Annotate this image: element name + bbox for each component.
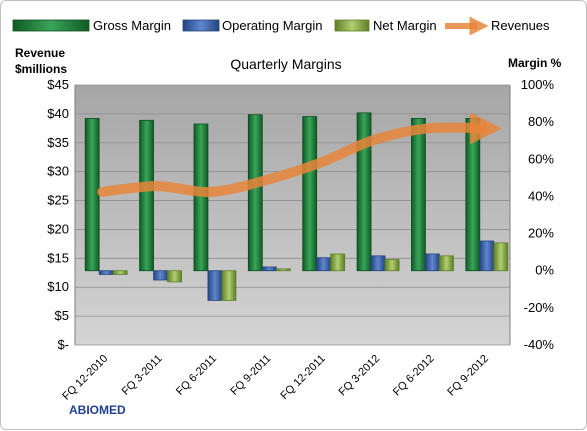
operating-margin-bar (262, 267, 276, 271)
legend-item-revenues: Revenues (445, 18, 550, 33)
legend-label-net-margin: Net Margin (373, 18, 437, 33)
operating-margin-bar (480, 241, 494, 271)
gross-margin-bar (194, 124, 208, 271)
legend-item-operating-margin: Operating Margin (183, 18, 322, 33)
net-margin-bar (331, 254, 345, 271)
legend-swatch-operating-margin (183, 20, 219, 31)
legend-item-net-margin: Net Margin (335, 18, 437, 33)
left-tick-label: $- (57, 337, 69, 352)
chart-title: Quarterly Margins (230, 56, 341, 72)
gross-margin-bar (303, 117, 317, 271)
x-tick-label: FQ 3-2011 (120, 353, 165, 398)
operating-margin-bar (317, 258, 331, 271)
x-tick-label: FQ 12-2011 (278, 353, 327, 402)
right-tick-label: 100% (521, 77, 555, 92)
gross-margin-bar (466, 118, 480, 270)
x-tick-label: FQ 12-2010 (60, 353, 110, 403)
left-axis-ticks: $- $5 $10 $15 $20 $25 $30 $35 $40 $45 (47, 77, 69, 352)
left-tick-label: $25 (47, 193, 69, 208)
right-tick-label: 80% (528, 114, 554, 129)
x-tick-label: FQ 9-2011 (228, 353, 273, 398)
operating-margin-bar (208, 271, 222, 301)
left-tick-label: $40 (47, 106, 69, 121)
legend-swatch-gross-margin (13, 20, 89, 31)
left-axis-title-line2: $millions (15, 62, 67, 76)
left-tick-label: $10 (47, 279, 69, 294)
right-tick-label: 0% (535, 263, 554, 278)
company-label: ABIOMED (69, 403, 126, 417)
right-tick-label: 60% (528, 151, 554, 166)
left-tick-label: $5 (55, 308, 69, 323)
x-tick-label: FQ 6-2011 (174, 353, 219, 398)
right-axis-title: Margin % (508, 56, 562, 70)
right-axis-ticks: -40% -20% 0% 20% 40% 60% 80% 100% (521, 77, 555, 352)
gross-margin-bar (140, 120, 154, 270)
net-margin-bar (276, 269, 290, 271)
right-tick-label: -20% (524, 300, 555, 315)
net-margin-bar (439, 256, 453, 271)
left-tick-label: $20 (47, 221, 69, 236)
net-margin-bar (113, 271, 127, 275)
right-tick-label: 20% (528, 226, 554, 241)
operating-margin-bar (154, 271, 168, 280)
x-tick-label: FQ 9-2012 (445, 353, 491, 399)
left-tick-label: $45 (47, 77, 69, 92)
left-tick-label: $35 (47, 135, 69, 150)
x-tick-label: FQ 6-2012 (391, 353, 437, 399)
gross-margin-bar (85, 118, 99, 270)
legend-label-revenues: Revenues (491, 18, 550, 33)
right-tick-label: 40% (528, 188, 554, 203)
operating-margin-bar (371, 256, 385, 271)
net-margin-bar (168, 271, 182, 282)
gross-margin-bar (248, 115, 262, 271)
net-margin-bar (385, 260, 399, 271)
legend-label-gross-margin: Gross Margin (93, 18, 171, 33)
left-tick-label: $15 (47, 250, 69, 265)
legend-swatch-net-margin (335, 20, 369, 31)
legend-item-gross-margin: Gross Margin (13, 18, 171, 33)
left-axis-title-line1: Revenue (15, 46, 65, 60)
x-tick-label: FQ 3-2012 (337, 353, 383, 399)
right-tick-label: -40% (524, 337, 555, 352)
left-tick-label: $30 (47, 164, 69, 179)
legend: Gross Margin Operating Margin Net Margin… (13, 18, 550, 33)
operating-margin-bar (425, 254, 439, 271)
gross-margin-bar (411, 118, 425, 270)
net-margin-bar (494, 243, 508, 271)
net-margin-bar (222, 271, 236, 301)
operating-margin-bar (99, 271, 113, 275)
legend-label-operating-margin: Operating Margin (222, 18, 322, 33)
